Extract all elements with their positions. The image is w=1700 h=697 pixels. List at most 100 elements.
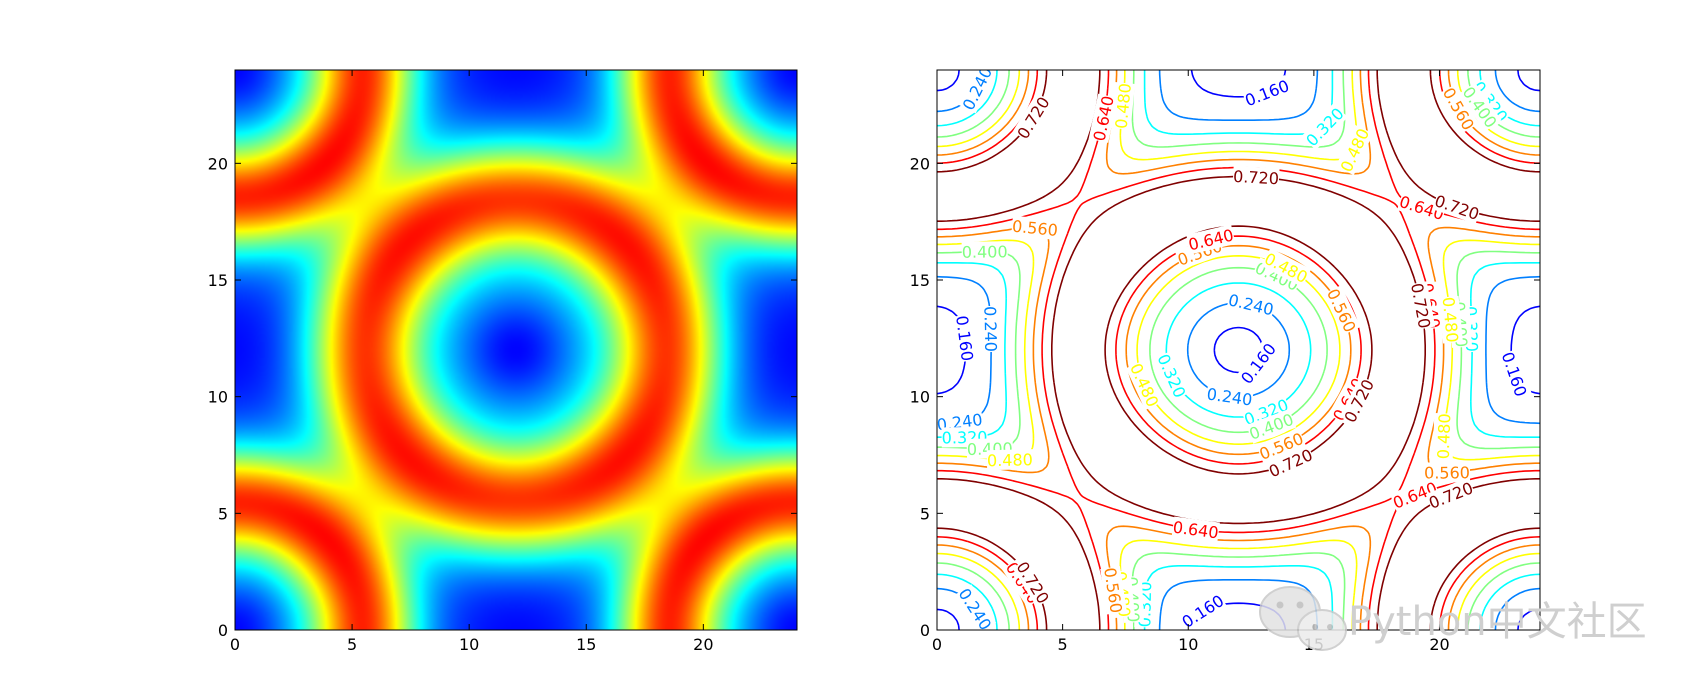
contour-label: 0.160 [1237, 340, 1280, 388]
contour-label-bg [1236, 338, 1280, 388]
contour-label-bg [1396, 190, 1447, 225]
heatmap-frame [234, 69, 798, 631]
contour-label-bg [1256, 427, 1307, 464]
contour-label-bg [1335, 124, 1374, 176]
contour-label-group: 0.240 [1205, 383, 1254, 410]
contour-label-bg [1425, 477, 1476, 513]
contour-label-group: 0.240 [980, 305, 1002, 353]
contour-label: 0.240 [954, 585, 995, 634]
contour-label-bg [986, 449, 1034, 471]
contour-label-bg [1205, 383, 1254, 410]
contour-label-group: 0.160 [1177, 590, 1228, 632]
contour-label-bg [952, 314, 978, 363]
contour-label-bg [1012, 557, 1054, 608]
contour-label-group: 0.160 [1497, 349, 1532, 400]
contour-label-bg [1301, 103, 1348, 151]
wechat-icon [1259, 586, 1347, 651]
contour-label-group: 0.480 [1432, 412, 1455, 460]
contour-label-bg [1126, 359, 1164, 411]
contour-label-group: 0.160 [1236, 338, 1280, 388]
contour-line-0.160 [937, 70, 1540, 630]
contour-label-bg [1011, 215, 1059, 240]
heatmap-chart: 00 5 5 10 10 15 15 20 20 [208, 69, 798, 654]
contour-label-bg [1432, 412, 1455, 460]
contour-label-bg [1468, 77, 1513, 126]
contour-label-group: 0.640 [1088, 93, 1118, 143]
contour-label-group: 0.720 [1232, 165, 1280, 189]
contour-label: 0.240 [1206, 384, 1254, 409]
contour-label-bg [1100, 566, 1127, 615]
contour-lines [937, 70, 1540, 630]
contour-label-bg [1153, 350, 1191, 401]
contour-label: 0.160 [952, 314, 977, 362]
contour-label-bg [957, 70, 997, 114]
contour-label: 0.400 [962, 242, 1008, 261]
contour-label-bg [1407, 281, 1436, 331]
contour-line-0.560 [937, 70, 1540, 630]
contour-label: 0.240 [980, 306, 1000, 352]
y-tick-label: 5 [920, 504, 930, 523]
contour-label-bg [1432, 190, 1483, 225]
contour-label-group: 0.400 [961, 241, 1008, 262]
x-tick-label: 15 [576, 635, 596, 654]
contour-label-bg [1423, 462, 1471, 483]
contour-line-0.240 [937, 70, 1540, 630]
contour-label-bg [1265, 444, 1316, 482]
contour-label-bg [1438, 295, 1463, 344]
contour-label-bg [1322, 285, 1361, 336]
contour-label-bg [980, 305, 1002, 353]
contour-label-group: 0.480 [1110, 82, 1135, 130]
watermark: Python中文社区 [1259, 586, 1647, 651]
x-tick-label: 20 [1429, 635, 1449, 654]
contour-label-bg [1458, 82, 1502, 132]
x-tick-label: 20 [693, 635, 713, 654]
contour-label-bg [1186, 224, 1236, 255]
contour-label: 0.720 [1013, 93, 1053, 142]
heatmap-axes: 00 5 5 10 10 15 15 20 20 [208, 70, 797, 654]
contour-label: 0.480 [1112, 82, 1135, 129]
contour-label: 0.560 [1323, 286, 1360, 336]
contour-label: 0.320 [1302, 104, 1348, 150]
contour-label-bg [961, 241, 1008, 262]
contour-label-bg [1497, 349, 1532, 400]
contour-label: 0.640 [1172, 518, 1220, 543]
contour-label: 0.160 [1498, 350, 1531, 399]
contour-label: 0.560 [1011, 217, 1058, 240]
contour-label-group: 0.560 [1423, 462, 1471, 483]
y-tick-label: 5 [218, 504, 228, 523]
contour-label-group: 0.720 [1012, 92, 1054, 143]
watermark-text: Python中文社区 [1348, 599, 1647, 645]
y-tick-label: 20 [208, 154, 228, 173]
x-tick-label: 5 [1058, 635, 1068, 654]
contour-label-bg [1241, 394, 1292, 430]
contour-label-bg [1088, 93, 1118, 143]
y-tick-label: 15 [208, 271, 228, 290]
x-tick-label: 0 [230, 635, 240, 654]
heatmap-image [235, 70, 797, 630]
contour-label-bg [1389, 477, 1440, 513]
contour-label: 0.480 [1434, 413, 1455, 459]
contour-label: 0.560 [1424, 463, 1470, 482]
contour-line-0.640 [937, 70, 1540, 630]
contour-frame [936, 69, 1541, 631]
contour-label: 0.160 [1179, 591, 1228, 632]
contour-label-bg [1226, 289, 1276, 320]
contour-label-bg [1261, 247, 1312, 288]
contour-label-bg [1171, 516, 1220, 543]
x-tick-label: 10 [459, 635, 479, 654]
contour-label: 0.240 [1226, 290, 1275, 319]
contour-label-group: 0.560 [1011, 215, 1059, 240]
x-tick-label: 10 [1178, 635, 1198, 654]
contour-label-group: 0.480 [1438, 295, 1463, 344]
contour-label-group: 0.480 [986, 449, 1034, 471]
contour-label-group: 0.160 [1241, 75, 1292, 111]
contour-label: 0.480 [987, 450, 1033, 470]
contour-label: 0.720 [1233, 167, 1280, 188]
contour-line-0.320 [937, 70, 1540, 630]
contour-label: 0.240 [959, 64, 996, 113]
y-tick-label: 15 [910, 271, 930, 290]
contour-label-bg [1177, 590, 1228, 630]
contour-label-group: 0.240 [957, 64, 997, 114]
